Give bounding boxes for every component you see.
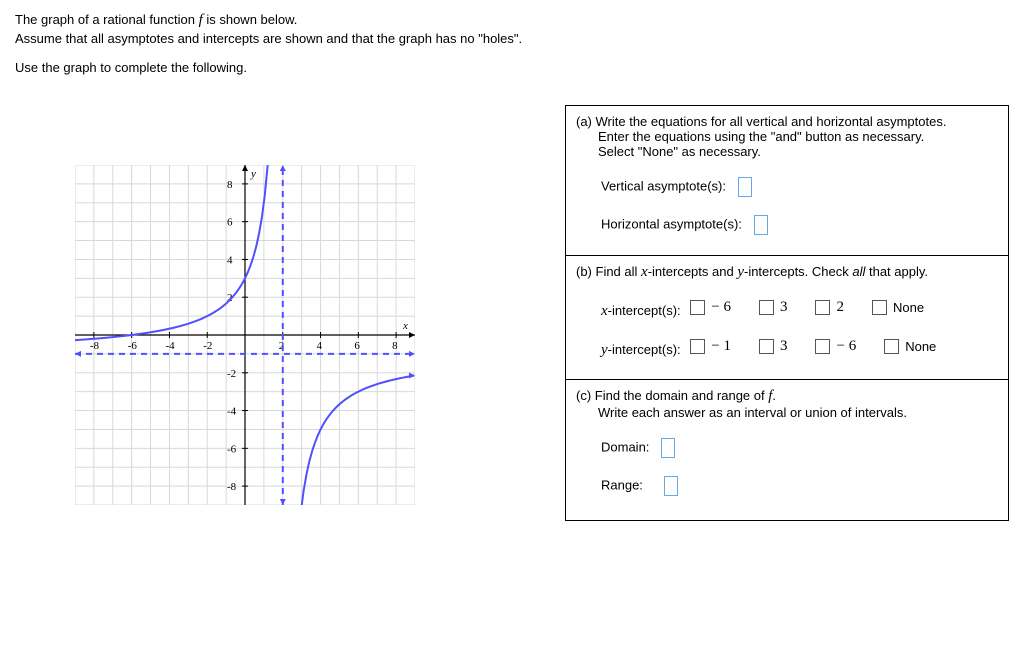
y-intercept-option-0: − 1 bbox=[690, 338, 731, 355]
y-intercept-label-3: None bbox=[905, 339, 936, 354]
part-a-text2: Enter the equations using the "and" butt… bbox=[576, 129, 924, 144]
range-label: Range: bbox=[601, 477, 643, 492]
intro-line3: Use the graph to complete the following. bbox=[15, 60, 1009, 75]
x-intercept-checkbox-0[interactable] bbox=[690, 300, 705, 315]
vertical-asym-input[interactable] bbox=[738, 177, 752, 197]
domain-input[interactable] bbox=[661, 438, 675, 458]
y-intercept-checkbox-0[interactable] bbox=[690, 339, 705, 354]
part-a: (a) Write the equations for all vertical… bbox=[566, 106, 1008, 256]
svg-text:8: 8 bbox=[227, 179, 233, 191]
x-intercept-checkbox-2[interactable] bbox=[815, 300, 830, 315]
x-intercept-checkbox-1[interactable] bbox=[759, 300, 774, 315]
x-intercept-row: x-intercept(s): − 632None bbox=[576, 299, 998, 320]
x-intercept-option-0: − 6 bbox=[690, 299, 731, 316]
x-int-label: -intercept(s): bbox=[608, 303, 681, 318]
y-intercept-option-2: − 6 bbox=[815, 338, 856, 355]
graph-panel: xy-8-6-4-22468-8-6-4-22468 bbox=[15, 105, 525, 505]
y-intercept-checkbox-2[interactable] bbox=[815, 339, 830, 354]
horizontal-asym-input[interactable] bbox=[754, 215, 768, 235]
svg-text:6: 6 bbox=[227, 217, 233, 229]
part-b-end: -intercepts. Check bbox=[744, 264, 852, 279]
rational-graph: xy-8-6-4-22468-8-6-4-22468 bbox=[75, 165, 415, 505]
range-input[interactable] bbox=[664, 476, 678, 496]
x-intercept-label-1: 3 bbox=[780, 299, 788, 316]
svg-text:y: y bbox=[250, 168, 256, 180]
svg-text:4: 4 bbox=[317, 340, 323, 352]
part-c-text2: Write each answer as an interval or unio… bbox=[576, 405, 907, 420]
intro-line1b: is shown below. bbox=[203, 12, 298, 27]
svg-text:-2: -2 bbox=[227, 368, 236, 380]
part-b: (b) Find all x-intercepts and y-intercep… bbox=[566, 256, 1008, 380]
svg-text:-8: -8 bbox=[90, 340, 100, 352]
y-intercept-option-1: 3 bbox=[759, 338, 788, 355]
part-b-mid: -intercepts and bbox=[648, 264, 738, 279]
horizontal-asym-label: Horizontal asymptote(s): bbox=[601, 216, 742, 231]
part-a-text1: (a) Write the equations for all vertical… bbox=[576, 114, 946, 129]
y-int-label: -intercept(s): bbox=[608, 342, 681, 357]
part-c: (c) Find the domain and range of f. Writ… bbox=[566, 380, 1008, 520]
part-b-text: (b) Find all bbox=[576, 264, 641, 279]
svg-text:-6: -6 bbox=[227, 443, 237, 455]
y-intercept-label-2: − 6 bbox=[836, 338, 856, 355]
svg-text:-4: -4 bbox=[165, 340, 175, 352]
svg-text:-8: -8 bbox=[227, 481, 237, 493]
svg-text:4: 4 bbox=[227, 254, 233, 266]
vertical-asym-label: Vertical asymptote(s): bbox=[601, 178, 726, 193]
y-intercept-checkbox-1[interactable] bbox=[759, 339, 774, 354]
x-intercept-label-3: None bbox=[893, 300, 924, 315]
y-intercept-label-1: 3 bbox=[780, 338, 788, 355]
svg-text:x: x bbox=[402, 320, 408, 332]
domain-label: Domain: bbox=[601, 439, 649, 454]
x-intercept-checkbox-3[interactable] bbox=[872, 300, 887, 315]
x-intercept-option-3: None bbox=[872, 300, 924, 315]
x-intercept-option-1: 3 bbox=[759, 299, 788, 316]
y-intercept-option-3: None bbox=[884, 339, 936, 354]
x-intercept-label-2: 2 bbox=[836, 299, 844, 316]
intro-line1a: The graph of a rational function bbox=[15, 12, 199, 27]
svg-text:-4: -4 bbox=[227, 406, 237, 418]
x-intercept-option-2: 2 bbox=[815, 299, 844, 316]
y-intercept-checkbox-3[interactable] bbox=[884, 339, 899, 354]
svg-text:-6: -6 bbox=[128, 340, 138, 352]
intro: The graph of a rational function f is sh… bbox=[15, 12, 1009, 75]
svg-text:6: 6 bbox=[354, 340, 360, 352]
intro-line2: Assume that all asymptotes and intercept… bbox=[15, 31, 1009, 46]
answer-box: (a) Write the equations for all vertical… bbox=[565, 105, 1009, 521]
y-intercept-label-0: − 1 bbox=[711, 338, 731, 355]
part-c-text1: (c) Find the domain and range of bbox=[576, 388, 768, 403]
part-a-text3: Select "None" as necessary. bbox=[576, 144, 761, 159]
part-b-end2: that apply. bbox=[865, 264, 928, 279]
svg-text:8: 8 bbox=[392, 340, 398, 352]
x-intercept-label-0: − 6 bbox=[711, 299, 731, 316]
svg-text:-2: -2 bbox=[203, 340, 212, 352]
y-intercept-row: y-intercept(s): − 13− 6None bbox=[576, 338, 998, 359]
